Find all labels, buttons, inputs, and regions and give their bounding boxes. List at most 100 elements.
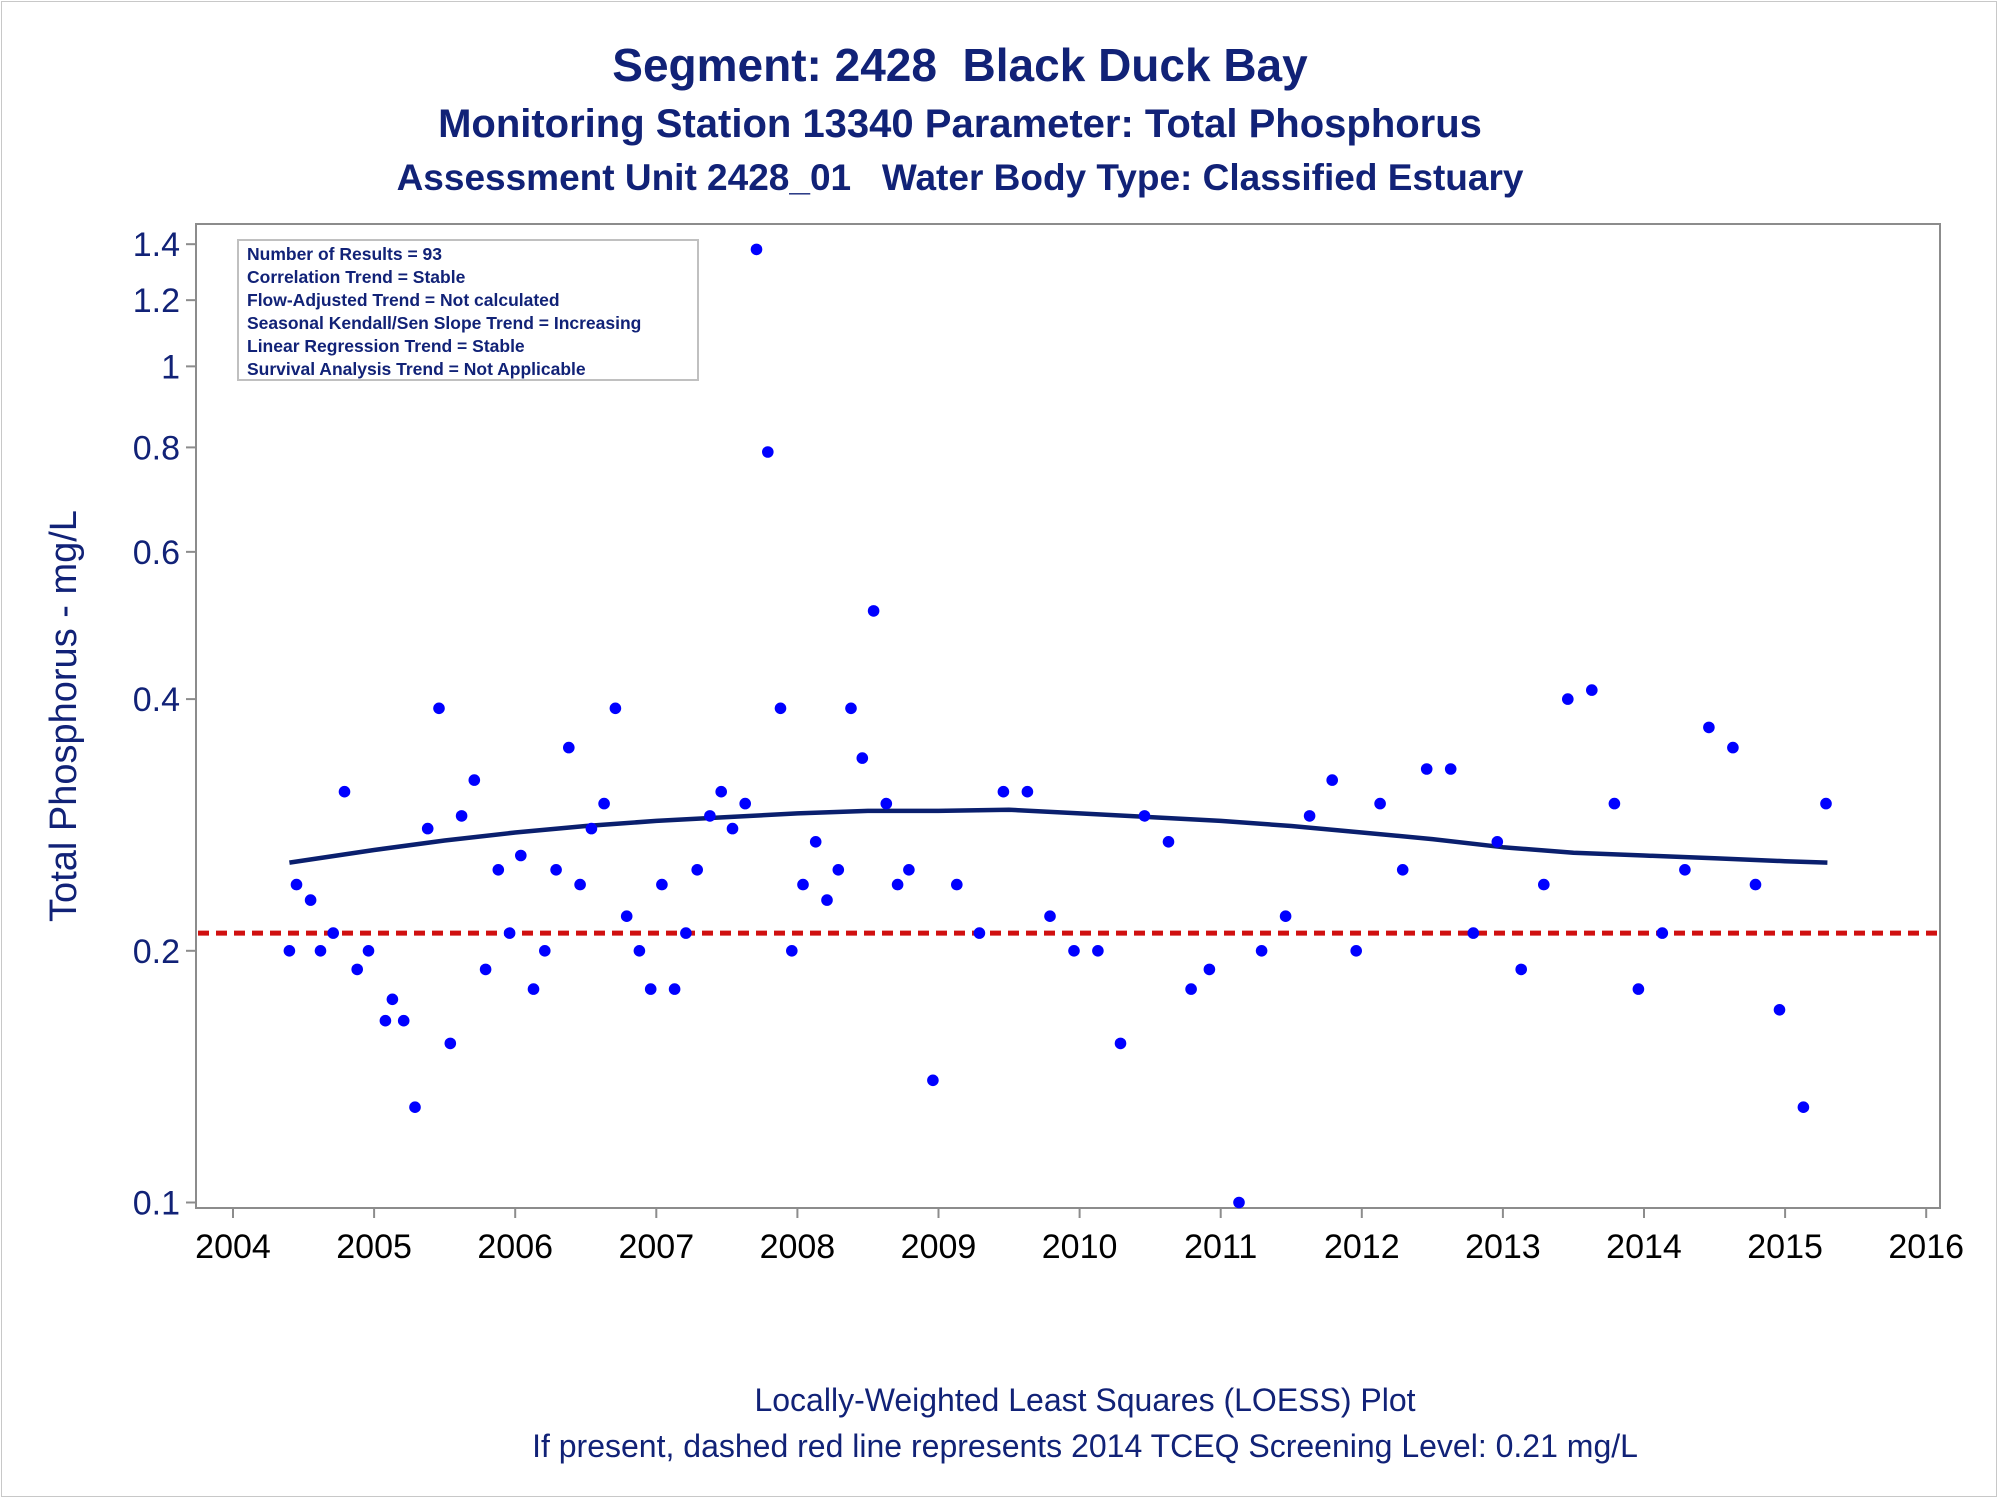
chart-subtitle-station: Monitoring Station 13340 Parameter: Tota…	[438, 102, 1482, 146]
data-point	[1092, 945, 1104, 957]
data-point	[750, 243, 763, 256]
data-point	[1656, 927, 1669, 939]
data-point	[951, 878, 963, 891]
data-point	[1467, 927, 1480, 939]
data-point	[1044, 910, 1056, 922]
data-point	[1491, 836, 1504, 848]
data-point	[444, 1037, 457, 1050]
data-point	[1396, 864, 1409, 876]
data-point	[668, 983, 681, 995]
data-point	[1632, 983, 1645, 995]
data-point	[1608, 797, 1621, 810]
data-point	[1515, 963, 1527, 976]
x-tick-label: 2012	[1324, 1228, 1400, 1266]
data-point	[492, 864, 505, 876]
data-point	[479, 963, 492, 976]
data-point	[1350, 945, 1362, 957]
y-tick-label: 0.6	[133, 534, 180, 572]
data-point	[762, 446, 774, 458]
stat-line-seasonal-kendall: Seasonal Kendall/Sen Slope Trend = Incre…	[247, 313, 641, 333]
y-tick-label: 0.8	[133, 429, 180, 467]
data-point	[379, 1014, 392, 1027]
data-point	[1255, 945, 1268, 957]
data-point	[832, 864, 845, 876]
footnote-screening-level: If present, dashed red line represents 2…	[532, 1428, 1638, 1464]
data-point	[1797, 1101, 1810, 1113]
y-tick-label: 0.4	[133, 681, 180, 719]
data-point	[515, 849, 527, 862]
y-tick-label: 1	[161, 348, 180, 386]
x-tick-label: 2007	[618, 1228, 694, 1266]
data-point	[1162, 836, 1175, 848]
data-point	[1820, 797, 1832, 810]
y-tick-label: 0.2	[133, 933, 180, 971]
data-point	[397, 1014, 410, 1027]
data-point	[927, 1074, 939, 1087]
x-tick-label: 2011	[1184, 1228, 1257, 1266]
data-point	[739, 797, 751, 810]
data-point	[1279, 910, 1292, 922]
data-point	[715, 785, 727, 798]
stat-line-survival-analysis: Survival Analysis Trend = Not Applicable	[247, 359, 586, 379]
data-point	[574, 878, 586, 891]
data-point	[867, 605, 880, 617]
stat-line-flow-adjusted: Flow-Adjusted Trend = Not calculated	[247, 290, 560, 310]
data-point	[620, 910, 633, 922]
data-point	[563, 741, 575, 754]
loess-curve	[289, 807, 1828, 865]
data-point	[598, 797, 610, 810]
data-point	[856, 752, 869, 764]
data-point	[314, 945, 327, 957]
data-point	[1138, 810, 1151, 822]
data-point	[421, 822, 434, 835]
data-point	[1326, 774, 1338, 786]
x-tick-label: 2013	[1465, 1228, 1541, 1266]
data-point	[539, 945, 551, 957]
y-tick-label: 1.2	[133, 282, 180, 320]
data-point	[1021, 785, 1034, 798]
x-tick-label: 2005	[336, 1228, 412, 1266]
data-point	[503, 927, 516, 939]
data-point	[1562, 693, 1574, 705]
data-point	[338, 785, 351, 798]
y-axis-label: Total Phosphorus - mg/L	[43, 510, 85, 922]
x-tick-label: 2016	[1888, 1228, 1964, 1266]
data-point	[680, 927, 692, 939]
x-tick-label: 2010	[1042, 1228, 1118, 1266]
data-point	[726, 822, 739, 835]
data-point	[809, 836, 822, 848]
data-point	[1727, 741, 1739, 754]
stat-line-linear-regression: Linear Regression Trend = Stable	[247, 336, 525, 356]
y-tick-label: 0.1	[133, 1185, 180, 1223]
data-point	[550, 864, 562, 876]
x-tick-label: 2015	[1747, 1228, 1823, 1266]
data-point	[386, 993, 399, 1006]
data-point	[973, 927, 986, 939]
data-point	[1374, 797, 1386, 810]
data-point	[691, 864, 703, 876]
data-point	[880, 797, 893, 810]
x-tick-label: 2004	[195, 1228, 271, 1266]
stat-line-results: Number of Results = 93	[247, 244, 442, 264]
data-point	[1303, 810, 1316, 822]
data-point	[997, 785, 1010, 798]
y-tick-label: 1.4	[133, 226, 180, 264]
data-point	[362, 945, 375, 957]
x-tick-label: 2006	[477, 1228, 553, 1266]
data-point	[891, 878, 904, 891]
x-tick-label: 2008	[760, 1228, 836, 1266]
data-point	[786, 945, 798, 957]
data-point	[1679, 864, 1691, 876]
x-tick-label: 2014	[1606, 1228, 1682, 1266]
data-point	[1420, 763, 1433, 775]
data-point	[797, 878, 809, 891]
data-point	[1068, 945, 1080, 957]
data-point	[821, 894, 833, 906]
stat-line-correlation: Correlation Trend = Stable	[247, 267, 466, 287]
footnote-loess: Locally-Weighted Least Squares (LOESS) P…	[754, 1382, 1416, 1418]
data-point	[304, 894, 317, 906]
data-point	[656, 878, 668, 891]
data-point	[1233, 1196, 1245, 1209]
data-point	[327, 927, 340, 939]
